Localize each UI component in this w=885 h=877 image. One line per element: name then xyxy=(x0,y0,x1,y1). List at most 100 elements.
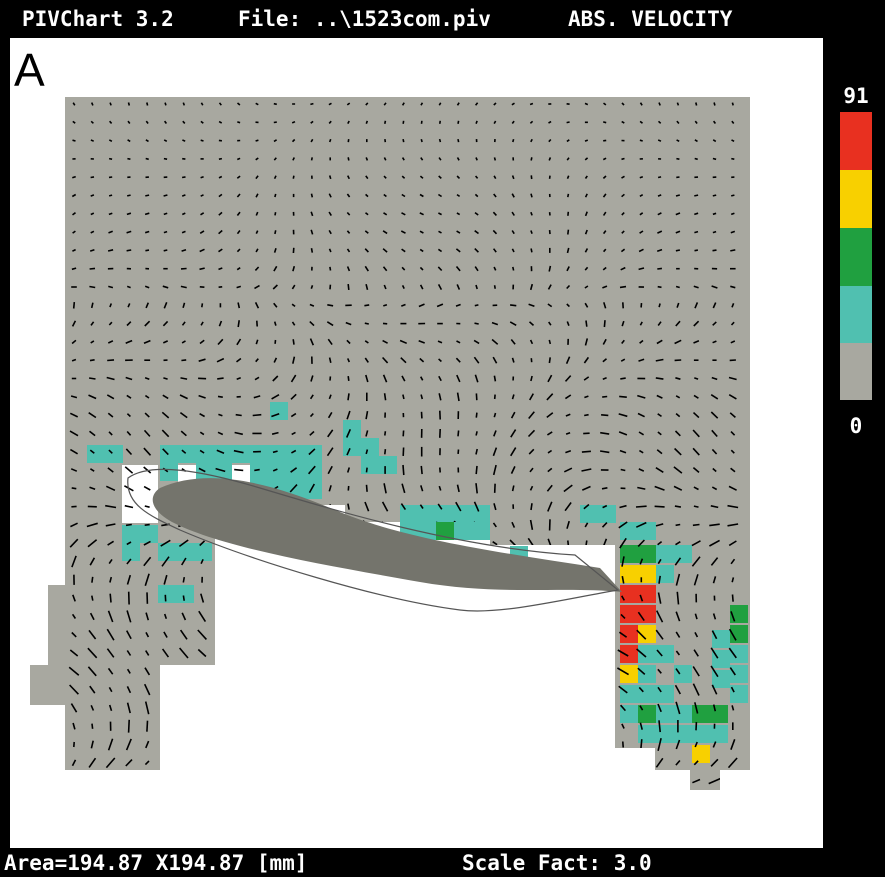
velocity-vector xyxy=(548,265,552,272)
velocity-vector xyxy=(456,374,461,383)
velocity-vector xyxy=(109,576,113,583)
velocity-vector xyxy=(365,212,369,216)
velocity-vector xyxy=(637,486,646,490)
velocity-vector xyxy=(88,377,96,380)
velocity-vector xyxy=(181,359,187,362)
velocity-vector xyxy=(328,229,332,235)
velocity-vector xyxy=(146,720,149,732)
velocity-vector xyxy=(236,377,241,380)
velocity-vector xyxy=(364,230,369,234)
velocity-vector xyxy=(328,175,332,180)
velocity-vector xyxy=(327,411,333,419)
velocity-vector xyxy=(145,612,150,621)
velocity-vector xyxy=(197,648,207,658)
velocity-vector xyxy=(401,483,406,494)
velocity-vector xyxy=(179,629,188,640)
velocity-vector xyxy=(383,175,387,179)
velocity-vector xyxy=(437,503,443,510)
velocity-vector xyxy=(108,449,113,454)
velocity-vector xyxy=(639,594,644,602)
velocity-cell xyxy=(158,543,176,561)
velocity-vector xyxy=(272,284,278,290)
velocity-vector xyxy=(69,538,79,548)
velocity-vector xyxy=(475,120,478,124)
velocity-vector xyxy=(455,248,461,253)
velocity-vector xyxy=(383,393,387,401)
velocity-vector xyxy=(712,212,717,216)
velocity-vector xyxy=(694,302,699,309)
velocity-vector xyxy=(711,376,718,381)
velocity-vector xyxy=(107,738,114,751)
velocity-vector xyxy=(621,595,625,601)
velocity-vector xyxy=(603,102,607,106)
velocity-vector xyxy=(236,267,241,271)
velocity-vector xyxy=(527,429,536,438)
velocity-vector xyxy=(710,557,719,566)
velocity-cell xyxy=(620,585,638,603)
velocity-vector xyxy=(365,284,369,290)
velocity-vector xyxy=(90,176,95,179)
velocity-cell xyxy=(361,438,379,456)
velocity-vector xyxy=(728,485,737,491)
velocity-vector xyxy=(108,687,113,693)
velocity-vector xyxy=(182,102,186,106)
velocity-vector xyxy=(182,139,186,142)
velocity-vector xyxy=(635,505,647,508)
velocity-vector xyxy=(87,666,97,677)
velocity-vector xyxy=(401,285,405,289)
velocity-vector xyxy=(456,102,460,106)
velocity-vector xyxy=(620,358,626,362)
velocity-vector xyxy=(328,394,332,400)
velocity-vector xyxy=(731,194,735,197)
velocity-vector xyxy=(126,558,132,565)
velocity-vector xyxy=(512,138,515,143)
velocity-vector xyxy=(712,120,717,124)
velocity-vector xyxy=(548,357,551,364)
velocity-cell xyxy=(598,505,616,523)
velocity-cell xyxy=(638,585,656,603)
velocity-vector xyxy=(108,704,113,712)
velocity-vector xyxy=(530,375,533,382)
velocity-vector xyxy=(420,376,424,381)
velocity-vector xyxy=(583,356,590,364)
velocity-cell xyxy=(638,522,656,540)
velocity-vector xyxy=(566,157,570,161)
velocity-vector xyxy=(72,175,76,179)
velocity-cell xyxy=(286,463,304,481)
velocity-cell xyxy=(638,565,656,583)
velocity-vector xyxy=(510,447,517,457)
velocity-vector xyxy=(583,503,590,510)
velocity-vector xyxy=(347,503,350,510)
velocity-vector xyxy=(236,285,242,289)
velocity-vector xyxy=(310,193,314,198)
velocity-vector xyxy=(565,431,571,435)
velocity-vector xyxy=(616,667,630,676)
velocity-vector xyxy=(457,430,460,437)
velocity-vector xyxy=(255,175,259,180)
velocity-vector xyxy=(655,467,664,473)
velocity-vector xyxy=(603,320,606,328)
velocity-vector xyxy=(72,594,76,602)
velocity-vector xyxy=(89,248,95,252)
velocity-vector xyxy=(727,757,738,769)
velocity-vector xyxy=(529,120,534,124)
velocity-vector xyxy=(292,339,295,345)
velocity-vector xyxy=(108,321,113,326)
velocity-vector xyxy=(71,320,77,327)
velocity-vector xyxy=(694,157,698,161)
velocity-vector xyxy=(492,229,498,235)
velocity-vector xyxy=(308,448,316,456)
velocity-vector xyxy=(144,230,150,234)
velocity-vector xyxy=(327,465,333,475)
velocity-vector xyxy=(456,157,460,161)
velocity-vector xyxy=(146,102,149,106)
velocity-vector xyxy=(90,321,95,326)
velocity-vector xyxy=(438,393,442,401)
velocity-vector xyxy=(90,139,95,142)
velocity-vector xyxy=(639,120,643,124)
velocity-vector xyxy=(438,157,442,161)
velocity-vector xyxy=(347,393,350,401)
velocity-vector xyxy=(547,467,553,473)
velocity-vector xyxy=(619,285,627,289)
velocity-vector xyxy=(237,302,241,309)
